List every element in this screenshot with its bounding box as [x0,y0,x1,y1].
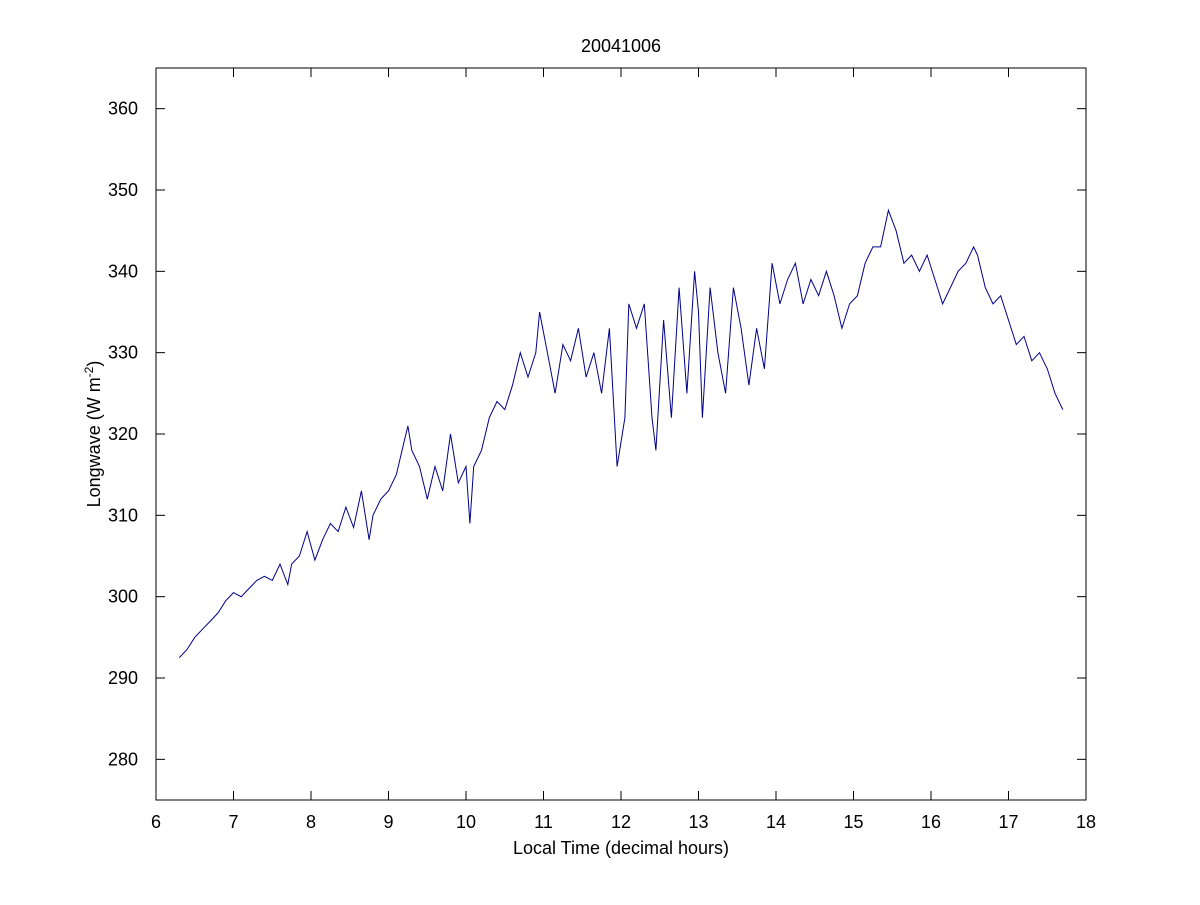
x-tick-label: 9 [383,812,393,832]
x-tick-label: 18 [1076,812,1096,832]
x-tick-label: 15 [843,812,863,832]
y-axis-label: Longwave (W m-2) [82,361,104,508]
y-tick-label: 290 [108,668,138,688]
y-axis-ticks: 280 290 300 310 320 330 340 350 360 [108,99,1086,769]
plot-area [155,67,1087,801]
y-tick-label: 300 [108,587,138,607]
x-tick-label: 17 [998,812,1018,832]
x-tick-label: 7 [228,812,238,832]
y-tick-label: 310 [108,505,138,525]
x-tick-label: 12 [611,812,631,832]
series-line-longwave [178,208,1064,659]
y-tick-label: 330 [108,343,138,363]
x-tick-label: 16 [921,812,941,832]
y-tick-label: 350 [108,180,138,200]
x-tick-label: 10 [456,812,476,832]
y-tick-label: 320 [108,424,138,444]
y-axis-label-main: Longwave (W m [84,377,104,507]
x-axis-ticks: 6 7 8 9 10 11 12 13 14 15 16 17 18 [151,68,1096,832]
x-tick-label: 8 [306,812,316,832]
y-tick-label: 280 [108,749,138,769]
y-axis-label-superscript: -2 [82,366,96,377]
chart-title: 20041006 [581,36,661,56]
y-tick-label: 340 [108,261,138,281]
x-tick-label: 14 [766,812,786,832]
x-tick-label: 6 [151,812,161,832]
x-axis-label: Local Time (decimal hours) [513,838,729,858]
x-tick-label: 13 [688,812,708,832]
y-axis-label-close: ) [84,361,104,367]
y-tick-label: 360 [108,99,138,119]
x-tick-label: 11 [534,812,553,832]
